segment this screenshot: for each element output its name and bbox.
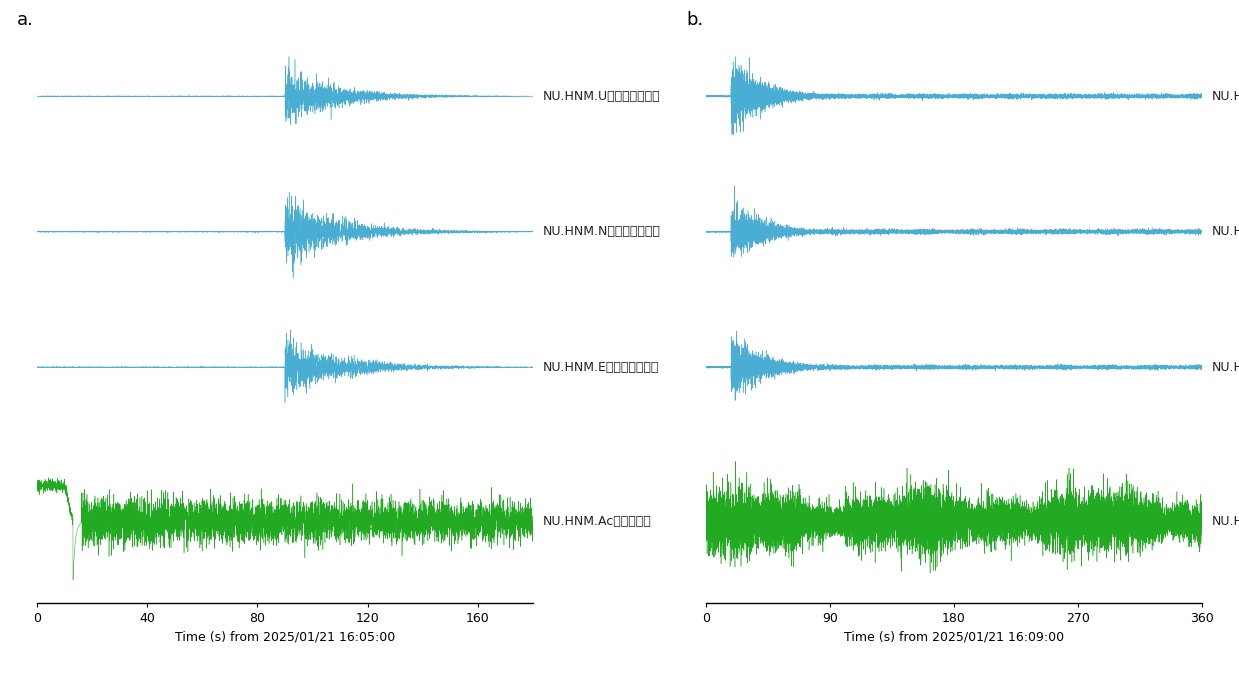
X-axis label: Time (s) from 2025/01/21 16:09:00: Time (s) from 2025/01/21 16:09:00 [844, 630, 1064, 643]
Text: a.: a. [17, 12, 35, 29]
Text: NU.HNM.E（地震計東西）: NU.HNM.E（地震計東西） [543, 361, 659, 374]
Text: NU.HNM.Ac（空振計）: NU.HNM.Ac（空振計） [1212, 515, 1239, 528]
Text: NU.HNM.U（地震計上下）: NU.HNM.U（地震計上下） [543, 90, 660, 103]
Text: NU.HNM.E（地震計東西）: NU.HNM.E（地震計東西） [1212, 361, 1239, 374]
Text: NU.HNM.N（地震計南北）: NU.HNM.N（地震計南北） [1212, 225, 1239, 238]
Text: b.: b. [686, 12, 704, 29]
Text: NU.HNM.Ac（空振計）: NU.HNM.Ac（空振計） [543, 515, 652, 528]
Text: NU.HNM.N（地震計南北）: NU.HNM.N（地震計南北） [543, 225, 660, 238]
X-axis label: Time (s) from 2025/01/21 16:05:00: Time (s) from 2025/01/21 16:05:00 [175, 630, 395, 643]
Text: NU.HNM.U（地震計上下）: NU.HNM.U（地震計上下） [1212, 90, 1239, 103]
